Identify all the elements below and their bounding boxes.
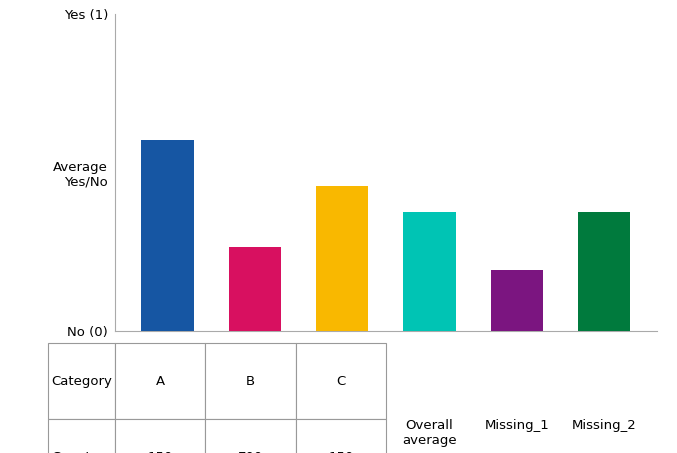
Bar [229,246,281,331]
Bar [141,140,194,331]
Text: Missing_2: Missing_2 [572,419,636,433]
Bar [316,187,368,331]
Text: Overall
average: Overall average [402,419,457,448]
Text: Missing_1: Missing_1 [485,419,549,433]
Bar [491,270,543,331]
Bar [403,212,456,331]
Bar [578,212,630,331]
